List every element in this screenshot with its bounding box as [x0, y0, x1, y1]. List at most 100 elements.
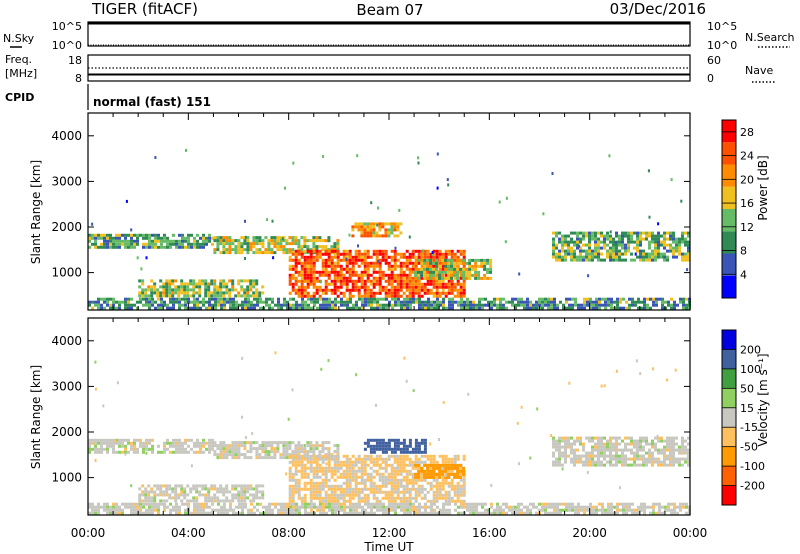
- echo-cell: [666, 255, 669, 259]
- echo-cell: [388, 502, 391, 506]
- echo-cell: [390, 249, 394, 253]
- echo-cell: [442, 502, 445, 506]
- echo-cell: [355, 300, 358, 304]
- echo-cell: [337, 300, 340, 304]
- echo-cell: [243, 499, 247, 503]
- echo-cell: [139, 508, 142, 512]
- echo-cell: [657, 240, 660, 244]
- echo-cell: [291, 248, 295, 252]
- echo-cell: [453, 264, 457, 268]
- echo-cell: [262, 505, 265, 509]
- echo-cell: [294, 447, 298, 451]
- echo-cell: [573, 252, 576, 256]
- echo-cell: [375, 490, 379, 494]
- echo-cell: [300, 454, 304, 458]
- echo-cell: [351, 264, 355, 268]
- echo-cell: [661, 505, 664, 509]
- echo-cell: [585, 234, 588, 238]
- echo-cell: [151, 508, 154, 512]
- echo-cell: [486, 258, 490, 262]
- echo-cell: [666, 463, 669, 467]
- echo-cell: [208, 450, 211, 454]
- echo-cell: [255, 493, 259, 497]
- echo-cell: [216, 236, 220, 240]
- echo-cell: [609, 234, 612, 238]
- echo-cell: [624, 436, 627, 440]
- echo-cell: [558, 252, 561, 256]
- echo-speck: [287, 417, 290, 421]
- echo-cell: [402, 444, 406, 448]
- echo-cell: [654, 436, 657, 440]
- echo-cell: [351, 234, 355, 238]
- echo-cell: [393, 261, 397, 265]
- echo-cell: [663, 252, 666, 256]
- echo-cell: [118, 236, 121, 240]
- echo-cell: [172, 450, 175, 454]
- echo-cell: [357, 264, 361, 268]
- echo-cell: [645, 255, 648, 259]
- echo-speck: [417, 161, 420, 165]
- echo-cell: [564, 445, 567, 449]
- echo-cell: [387, 447, 391, 451]
- echo-cell: [211, 447, 214, 451]
- echo-cell: [336, 279, 340, 283]
- echo-cell: [666, 249, 669, 253]
- echo-cell: [231, 282, 235, 286]
- echo-cell: [253, 297, 256, 301]
- echo-cell: [370, 300, 373, 304]
- echo-speck: [666, 378, 669, 382]
- echo-cell: [576, 231, 579, 235]
- echo-cell: [393, 499, 397, 503]
- echo-cell: [207, 288, 211, 292]
- echo-cell: [205, 242, 208, 246]
- echo-cell: [564, 252, 567, 256]
- echo-cell: [402, 261, 406, 265]
- echo-cell: [426, 469, 430, 473]
- echo-cell: [282, 453, 286, 457]
- echo-cell: [345, 282, 349, 286]
- echo-cell: [414, 481, 418, 485]
- echo-cell: [243, 242, 247, 246]
- echo-cell: [321, 478, 325, 482]
- echo-cell: [174, 493, 178, 497]
- echo-cell: [351, 469, 355, 473]
- echo-cell: [343, 508, 346, 512]
- echo-cell: [478, 306, 481, 310]
- echo-cell: [600, 448, 603, 452]
- echo-cell: [354, 490, 358, 494]
- echo-speck: [574, 460, 576, 464]
- echo-cell: [643, 502, 646, 506]
- colorbar-frame: [721, 119, 737, 299]
- echo-cell: [363, 487, 367, 491]
- echo-cell: [168, 487, 172, 491]
- echo-cell: [178, 300, 181, 304]
- echo-cell: [309, 460, 313, 464]
- echo-cell: [324, 285, 328, 289]
- echo-cell: [319, 303, 322, 307]
- echo-cell: [477, 273, 481, 277]
- echo-cell: [396, 457, 400, 461]
- echo-cell: [91, 441, 94, 445]
- echo-cell: [450, 460, 454, 464]
- echo-cell: [544, 502, 547, 506]
- echo-cell: [679, 297, 682, 301]
- echo-cell: [327, 258, 331, 262]
- echo-cell: [550, 300, 553, 304]
- echo-cell: [354, 472, 358, 476]
- echo-cell: [321, 454, 325, 458]
- echo-cell: [678, 243, 681, 247]
- echo-cell: [304, 505, 307, 509]
- echo-cell: [648, 255, 651, 259]
- echo-cell: [210, 282, 214, 286]
- echo-cell: [456, 261, 460, 265]
- echo-cell: [681, 445, 684, 449]
- echo-cell: [294, 252, 298, 256]
- echo-cell: [369, 261, 373, 265]
- echo-cell: [571, 505, 574, 509]
- echo-cell: [420, 450, 424, 454]
- echo-cell: [115, 300, 118, 304]
- echo-cell: [94, 236, 97, 240]
- echo-cell: [298, 505, 301, 509]
- echo-cell: [430, 303, 433, 307]
- echo-cell: [294, 261, 298, 265]
